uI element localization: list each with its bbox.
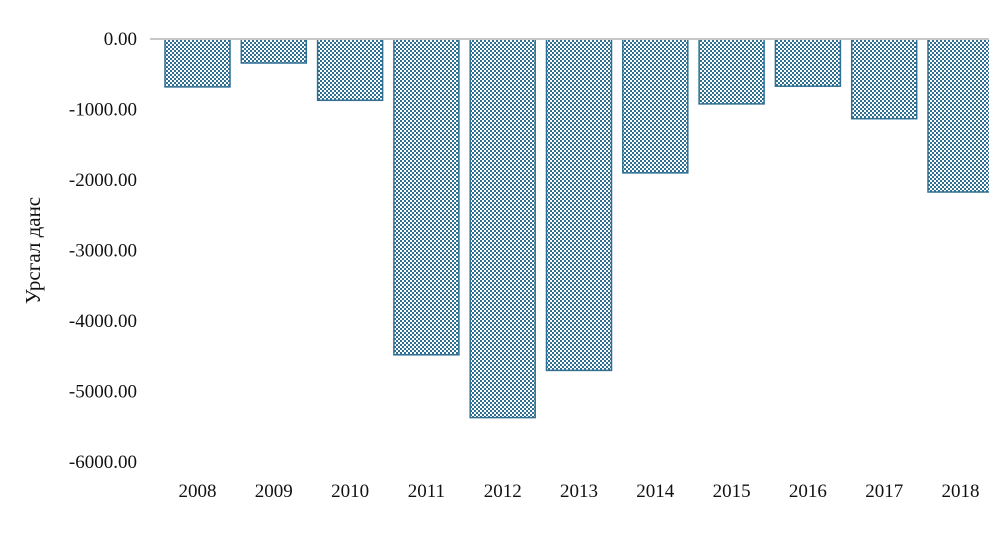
y-tick-label: -2000.00 bbox=[69, 170, 137, 191]
bar-2016 bbox=[774, 38, 842, 87]
y-tick-label: -5000.00 bbox=[69, 382, 137, 403]
bar-2010 bbox=[316, 38, 384, 102]
y-axis-title: Урсгал данс bbox=[21, 197, 45, 304]
bar-2018 bbox=[927, 38, 989, 193]
x-tick-label: 2014 bbox=[636, 481, 675, 502]
x-tick-label: 2017 bbox=[865, 481, 903, 502]
bars bbox=[164, 38, 989, 419]
bar-2012 bbox=[469, 38, 536, 419]
x-tick-label: 2013 bbox=[560, 481, 598, 502]
x-tick-label: 2016 bbox=[789, 481, 827, 502]
bar-2013 bbox=[545, 38, 613, 372]
x-tick-label: 2011 bbox=[408, 481, 445, 502]
y-tick-label: 0.00 bbox=[104, 29, 137, 50]
bar-2008 bbox=[164, 38, 231, 88]
y-tick-label: -6000.00 bbox=[69, 452, 137, 473]
bar-2015 bbox=[698, 38, 765, 105]
y-tick-label: -4000.00 bbox=[69, 311, 137, 332]
y-tick-label: -1000.00 bbox=[69, 100, 137, 121]
x-tick-label: 2009 bbox=[255, 481, 293, 502]
bar-2014 bbox=[622, 38, 689, 174]
x-tick-label: 2015 bbox=[713, 481, 751, 502]
y-tick-label: -3000.00 bbox=[69, 241, 137, 262]
bar-2017 bbox=[850, 38, 918, 120]
x-tick-label: 2018 bbox=[942, 481, 980, 502]
x-tick-label: 2008 bbox=[179, 481, 217, 502]
y-axis: 0.00 -1000.00 -2000.00 -3000.00 -4000.00 -500… bbox=[69, 29, 137, 473]
x-tick-label: 2012 bbox=[484, 481, 522, 502]
bar-2009 bbox=[240, 38, 308, 64]
bar-2011 bbox=[393, 38, 460, 356]
x-tick-label: 2010 bbox=[331, 481, 369, 502]
x-axis: 2008 2009 2010 2011 2012 2013 2014 2015 2016 2017… bbox=[179, 481, 980, 502]
